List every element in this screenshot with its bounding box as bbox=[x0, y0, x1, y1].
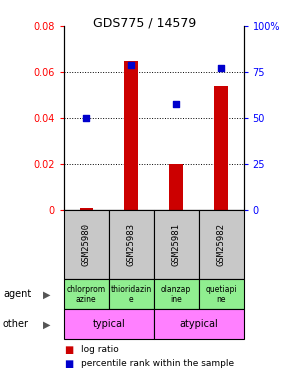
Bar bbox=[154, 309, 244, 339]
Text: typical: typical bbox=[93, 320, 125, 329]
Bar bbox=[199, 210, 244, 279]
Text: quetiapi
ne: quetiapi ne bbox=[205, 285, 237, 304]
Bar bbox=[199, 279, 244, 309]
Bar bbox=[154, 210, 199, 279]
Bar bbox=[154, 279, 199, 309]
Bar bbox=[64, 309, 154, 339]
Text: GSM25982: GSM25982 bbox=[217, 223, 226, 266]
Text: percentile rank within the sample: percentile rank within the sample bbox=[81, 359, 234, 368]
Bar bbox=[109, 279, 154, 309]
Text: GSM25983: GSM25983 bbox=[127, 223, 136, 266]
Text: other: other bbox=[3, 320, 29, 329]
Text: GSM25981: GSM25981 bbox=[172, 223, 181, 266]
Bar bbox=[79, 208, 93, 210]
Point bbox=[129, 62, 133, 68]
Bar bbox=[214, 86, 228, 210]
Point bbox=[174, 101, 179, 107]
Text: log ratio: log ratio bbox=[81, 345, 119, 354]
Bar bbox=[64, 210, 109, 279]
Text: ■: ■ bbox=[64, 359, 73, 369]
Text: thioridazin
e: thioridazin e bbox=[110, 285, 152, 304]
Text: ▶: ▶ bbox=[43, 290, 51, 299]
Text: ▶: ▶ bbox=[43, 320, 51, 329]
Text: GSM25980: GSM25980 bbox=[82, 223, 91, 266]
Text: GDS775 / 14579: GDS775 / 14579 bbox=[93, 17, 197, 30]
Text: chlorprom
azine: chlorprom azine bbox=[67, 285, 106, 304]
Bar bbox=[64, 279, 109, 309]
Bar bbox=[109, 210, 154, 279]
Text: ■: ■ bbox=[64, 345, 73, 354]
Text: olanzap
ine: olanzap ine bbox=[161, 285, 191, 304]
Bar bbox=[124, 61, 138, 210]
Bar bbox=[169, 164, 183, 210]
Point bbox=[219, 64, 223, 70]
Point bbox=[84, 115, 89, 121]
Text: agent: agent bbox=[3, 290, 31, 299]
Text: atypical: atypical bbox=[179, 320, 218, 329]
